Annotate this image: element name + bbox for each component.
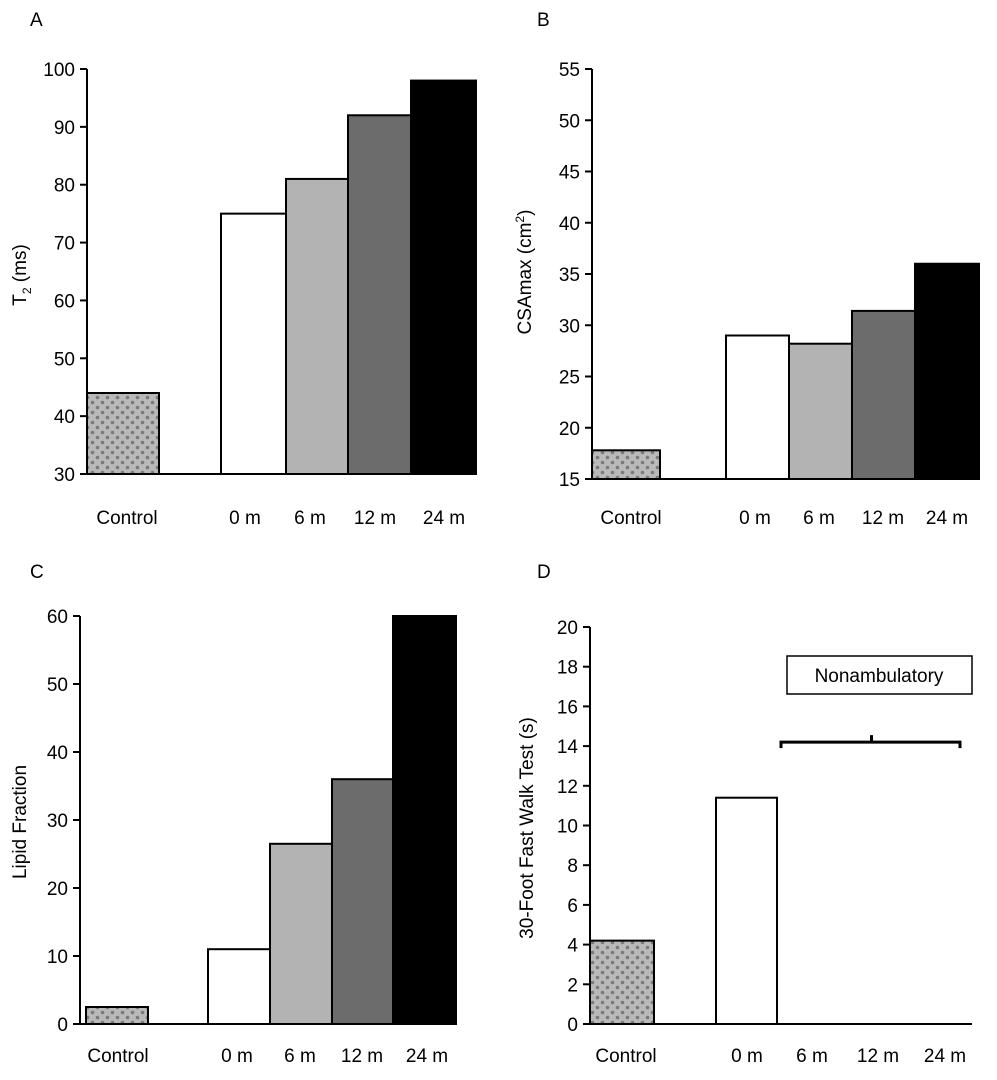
bar-b-2	[788, 342, 853, 481]
category-label: Control	[87, 1046, 148, 1067]
y-tick-label: 20	[557, 618, 578, 639]
y-tick-label: 80	[54, 176, 75, 197]
category-label: 12 m	[354, 508, 396, 529]
category-label: 6 m	[796, 1046, 828, 1067]
category-label: 12 m	[341, 1046, 383, 1067]
bar-c-3	[331, 778, 394, 1026]
bar-d-0	[589, 939, 655, 1026]
y-tick-label: 35	[559, 265, 580, 286]
category-label: Control	[595, 1046, 656, 1067]
bar-b-4	[914, 262, 980, 480]
y-axis-title-c: Lipid Fraction	[10, 765, 31, 879]
category-label: 24 m	[924, 1046, 966, 1067]
y-tick-label: 20	[47, 879, 68, 900]
chart-panel-d: D 30-Foot Fast Walk Test (s) Nonambulato…	[517, 562, 973, 1067]
y-tick-label: 0	[57, 1015, 68, 1036]
y-tick-label: 8	[567, 856, 578, 877]
category-label: 24 m	[406, 1046, 448, 1067]
y-tick-label: 20	[559, 419, 580, 440]
y-tick-label: 6	[567, 896, 578, 917]
annotation-label: Nonambulatory	[815, 666, 944, 687]
bar-c-4	[392, 615, 457, 1025]
y-axis-title-b: CSAmax (cm2)	[513, 210, 536, 335]
panel-letter-b: B	[537, 10, 550, 31]
bar-d-1	[715, 796, 778, 1026]
nonambulatory-annotation: Nonambulatory	[786, 655, 973, 695]
category-label: 6 m	[803, 508, 835, 529]
category-label: 6 m	[294, 508, 326, 529]
category-label: 6 m	[284, 1046, 316, 1067]
panel-letter-d: D	[537, 562, 551, 583]
bar-a-4	[410, 79, 477, 475]
y-tick-label: 70	[54, 234, 75, 255]
y-tick-label: 2	[567, 975, 578, 996]
y-tick-label: 40	[54, 407, 75, 428]
y-tick-label: 50	[559, 111, 580, 132]
y-tick-label: 30	[54, 465, 75, 486]
y-tick-label: 4	[567, 936, 578, 957]
y-tick-label: 14	[557, 737, 579, 758]
bar-b-0	[591, 449, 661, 480]
nonambulatory-bracket	[779, 735, 962, 749]
annotation-box	[786, 655, 973, 695]
y-tick-label: 30	[47, 811, 68, 832]
chart-panel-a: A T2 (ms) 30 40 50 60 70 80 90 100 Control 0 m 6 m…	[10, 10, 477, 529]
y-tick-label: 10	[557, 817, 578, 838]
bar-c-0	[85, 1006, 149, 1025]
y-tick-label: 40	[559, 214, 580, 235]
chart-panel-c: C Lipid Fraction 0 10 20 30 40 50 60 Control 0 m…	[10, 562, 457, 1067]
chart-panel-b: B CSAmax (cm2) 15 20 25 30 35 40 45 50 55 Control…	[513, 10, 980, 529]
y-tick-label: 18	[557, 658, 578, 679]
y-tick-label: 12	[557, 777, 578, 798]
y-axis-title-d: 30-Foot Fast Walk Test (s)	[517, 717, 538, 939]
bar-b-1	[725, 334, 790, 480]
category-label: 0 m	[731, 1046, 763, 1067]
y-tick-label: 16	[557, 697, 578, 718]
y-tick-label: 25	[559, 368, 580, 389]
y-tick-label: 90	[54, 118, 75, 139]
y-tick-label: 100	[43, 60, 75, 81]
y-axis-title-a: T2 (ms)	[10, 244, 34, 306]
category-label: Control	[600, 508, 661, 529]
category-label: 0 m	[739, 508, 771, 529]
y-tick-label: 40	[47, 743, 68, 764]
category-label: 0 m	[221, 1046, 253, 1067]
y-tick-label: 60	[47, 607, 68, 628]
category-label: 12 m	[862, 508, 904, 529]
bar-c-2	[269, 842, 333, 1025]
y-tick-label: 30	[559, 316, 580, 337]
bar-a-1	[220, 212, 287, 475]
y-tick-label: 15	[559, 470, 580, 491]
y-tick-label: 50	[54, 349, 75, 370]
y-tick-label: 50	[47, 675, 68, 696]
y-tick-label: 60	[54, 291, 75, 312]
category-label: 24 m	[423, 508, 465, 529]
bar-c-1	[207, 948, 271, 1026]
category-label: Control	[96, 508, 157, 529]
category-label: 24 m	[926, 508, 968, 529]
y-tick-label: 0	[567, 1015, 578, 1036]
panel-letter-c: C	[30, 562, 44, 583]
bar-a-2	[285, 177, 349, 476]
panel-letter-a: A	[30, 10, 43, 31]
y-tick-label: 55	[559, 60, 580, 81]
y-tick-label: 45	[559, 163, 580, 184]
bar-a-3	[347, 114, 412, 476]
y-tick-label: 10	[47, 947, 68, 968]
bar-b-3	[851, 309, 916, 480]
category-label: 0 m	[229, 508, 261, 529]
bar-a-0	[86, 392, 160, 475]
category-label: 12 m	[857, 1046, 899, 1067]
